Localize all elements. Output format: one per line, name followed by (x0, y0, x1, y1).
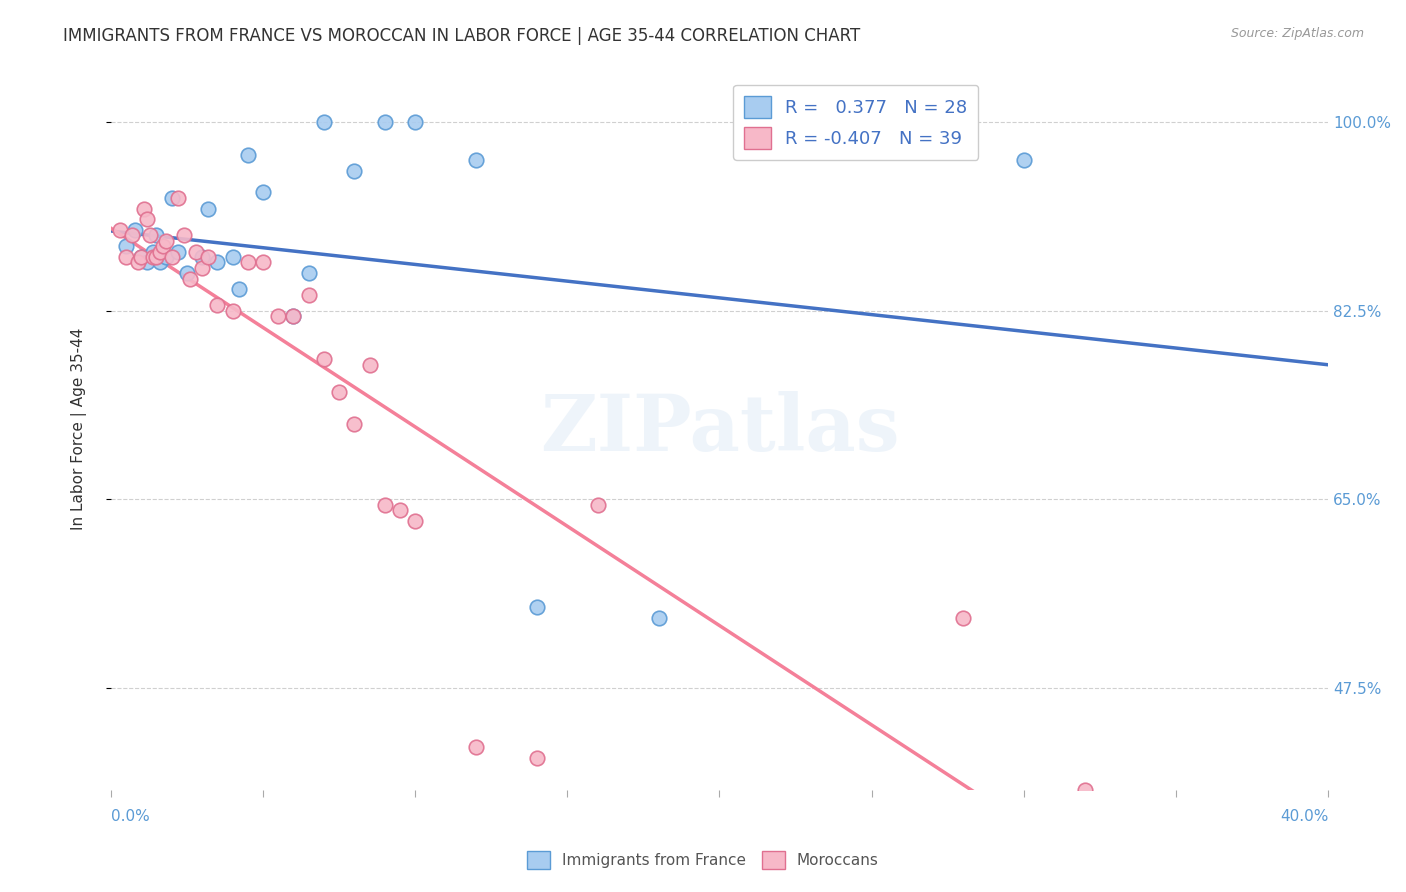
Point (127, 255, 149, 269)
Point (197, 202, 219, 216)
Point (465, 739, 488, 754)
Legend: Immigrants from France, Moroccans: Immigrants from France, Moroccans (522, 845, 884, 875)
Point (404, 514, 426, 528)
Point (136, 212, 159, 227)
Point (179, 271, 201, 285)
Point (129, 250, 152, 264)
Point (191, 260, 214, 275)
Point (145, 250, 167, 264)
Text: 0.0%: 0.0% (111, 809, 149, 824)
Point (586, 498, 609, 512)
Point (129, 250, 152, 264)
Point (155, 250, 177, 264)
Legend: R =   0.377   N = 28, R = -0.407   N = 39: R = 0.377 N = 28, R = -0.407 N = 39 (733, 85, 979, 160)
Point (388, 503, 411, 517)
Point (221, 303, 243, 318)
Point (136, 255, 159, 269)
Text: ZIPatlas: ZIPatlas (540, 392, 900, 467)
Text: Source: ZipAtlas.com: Source: ZipAtlas.com (1230, 27, 1364, 40)
Point (359, 358, 381, 372)
Point (197, 250, 219, 264)
Point (236, 255, 259, 269)
Point (152, 239, 174, 253)
Point (145, 228, 167, 243)
Point (465, 153, 488, 167)
Point (267, 309, 290, 323)
Point (207, 298, 229, 312)
Point (166, 191, 188, 205)
Point (252, 255, 274, 269)
Point (312, 352, 335, 367)
Point (221, 250, 243, 264)
Point (115, 250, 138, 264)
Point (155, 234, 177, 248)
Point (124, 223, 146, 237)
Text: 40.0%: 40.0% (1279, 809, 1329, 824)
Point (108, 223, 131, 237)
Text: IMMIGRANTS FROM FRANCE VS MOROCCAN IN LABOR FORCE | AGE 35-44 CORRELATION CHART: IMMIGRANTS FROM FRANCE VS MOROCCAN IN LA… (63, 27, 860, 45)
Point (207, 255, 229, 269)
Point (166, 244, 188, 259)
Point (1012, 153, 1035, 167)
Point (134, 202, 156, 216)
Point (160, 250, 183, 264)
Point (184, 244, 207, 259)
Point (160, 191, 183, 205)
Point (312, 115, 335, 129)
Point (236, 147, 259, 161)
Point (148, 244, 170, 259)
Point (343, 164, 366, 178)
Point (298, 287, 321, 301)
Point (952, 611, 974, 625)
Point (252, 186, 274, 200)
Y-axis label: In Labor Force | Age 35-44: In Labor Force | Age 35-44 (72, 328, 87, 531)
Point (191, 250, 214, 264)
Point (283, 309, 305, 323)
Point (1073, 783, 1095, 797)
Point (121, 228, 143, 243)
Point (148, 255, 170, 269)
Point (647, 611, 669, 625)
Point (526, 599, 548, 614)
Point (139, 228, 162, 243)
Point (176, 266, 198, 280)
Point (283, 309, 305, 323)
Point (115, 239, 138, 253)
Point (228, 282, 250, 296)
Point (374, 115, 396, 129)
Point (404, 115, 426, 129)
Point (343, 417, 366, 431)
Point (374, 498, 396, 512)
Point (298, 266, 321, 280)
Point (328, 384, 350, 399)
Point (526, 750, 548, 764)
Point (142, 244, 165, 259)
Point (142, 250, 165, 264)
Point (173, 228, 195, 243)
